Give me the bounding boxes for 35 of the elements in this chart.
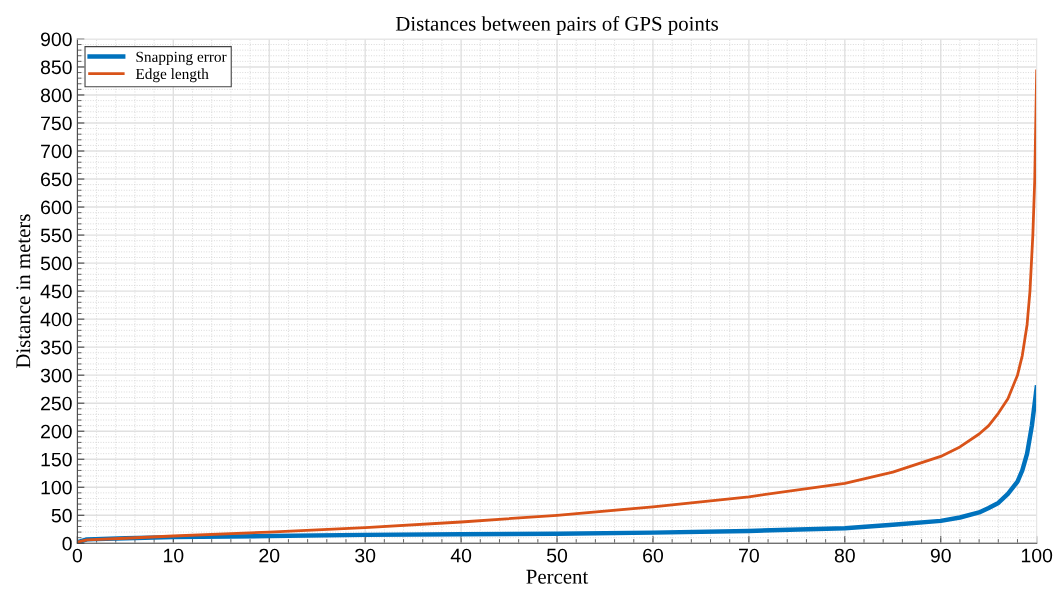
y-tick-label: 550 — [40, 228, 72, 243]
x-tick-label: 10 — [163, 548, 184, 563]
y-tick-label: 0 — [62, 536, 72, 551]
x-tick-label: 60 — [643, 548, 664, 563]
y-tick-label: 100 — [41, 480, 72, 495]
x-tick-label: 70 — [739, 548, 759, 563]
y-tick-label: 750 — [41, 116, 72, 131]
y-tick-label: 50 — [51, 508, 72, 523]
y-tick-label: 600 — [41, 200, 72, 215]
x-tick-label: 30 — [355, 548, 376, 563]
y-axis-title: Distance in meters — [16, 214, 31, 369]
x-tick-label: 40 — [450, 548, 472, 563]
y-tick-label: 300 — [40, 368, 72, 383]
legend-label: Snapping error — [136, 51, 227, 66]
y-tick-label: 400 — [40, 312, 72, 327]
x-tick-label: 0 — [72, 548, 83, 563]
y-tick-label: 650 — [41, 172, 72, 187]
x-tick-label: 50 — [546, 548, 568, 563]
chart-title: Distances between pairs of GPS points — [395, 15, 718, 36]
y-tick-label: 250 — [41, 396, 72, 411]
x-tick-label: 20 — [259, 548, 280, 563]
y-tick-label: 700 — [41, 144, 72, 159]
x-axis-title: Percent — [526, 569, 589, 584]
legend-label: Edge length — [135, 68, 209, 83]
y-tick-label: 150 — [41, 452, 72, 467]
y-tick-label: 800 — [40, 88, 72, 103]
y-tick-label: 200 — [41, 424, 72, 439]
y-tick-label: 850 — [40, 60, 72, 75]
x-tick-label: 100 — [1021, 548, 1053, 563]
x-tick-label: 90 — [930, 548, 951, 563]
x-tick-label: 80 — [834, 548, 855, 563]
y-tick-label: 900 — [40, 32, 72, 47]
y-tick-label: 350 — [40, 340, 72, 355]
y-tick-label: 450 — [40, 284, 72, 299]
y-tick-label: 500 — [40, 256, 72, 271]
